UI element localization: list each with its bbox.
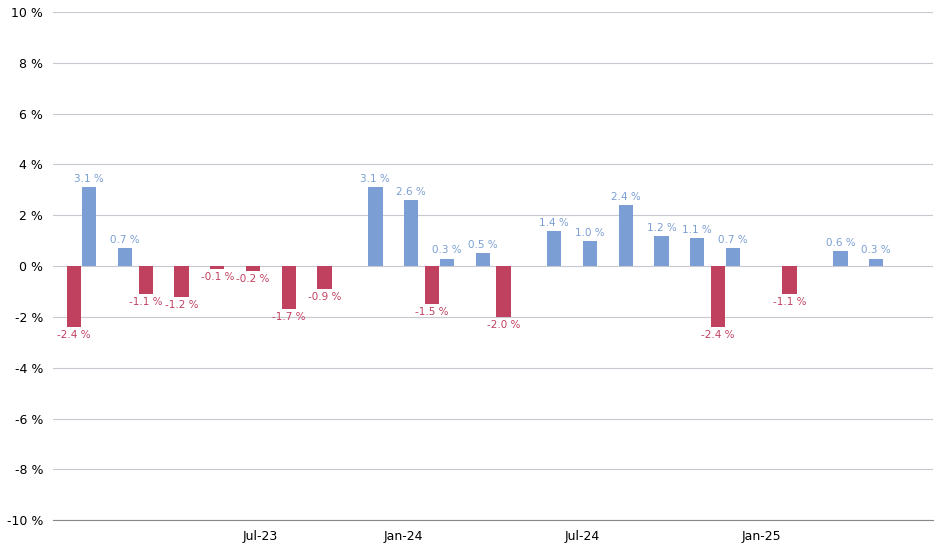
Bar [210, 266, 225, 269]
Text: -1.1 %: -1.1 % [773, 297, 807, 307]
Bar [246, 266, 260, 271]
Bar [318, 266, 332, 289]
Text: 0.6 %: 0.6 % [825, 238, 855, 248]
Bar [690, 238, 704, 266]
Text: -2.4 %: -2.4 % [701, 330, 735, 340]
Bar [547, 230, 561, 266]
Text: -0.2 %: -0.2 % [236, 274, 270, 284]
Bar [67, 266, 81, 327]
Text: 0.7 %: 0.7 % [110, 235, 140, 245]
Text: 1.0 %: 1.0 % [575, 228, 604, 238]
Text: 0.3 %: 0.3 % [432, 245, 462, 255]
Text: -1.5 %: -1.5 % [415, 307, 448, 317]
Bar [118, 249, 133, 266]
Text: -0.1 %: -0.1 % [200, 272, 234, 282]
Bar [476, 254, 490, 266]
Text: -2.4 %: -2.4 % [57, 330, 91, 340]
Bar [174, 266, 189, 296]
Text: 0.3 %: 0.3 % [861, 245, 891, 255]
Bar [711, 266, 726, 327]
Bar [138, 266, 153, 294]
Text: -1.7 %: -1.7 % [272, 312, 306, 322]
Text: 1.2 %: 1.2 % [647, 223, 677, 233]
Text: -1.2 %: -1.2 % [164, 300, 198, 310]
Text: 3.1 %: 3.1 % [74, 174, 104, 184]
Bar [282, 266, 296, 309]
Text: -0.9 %: -0.9 % [308, 292, 341, 302]
Text: 1.4 %: 1.4 % [540, 217, 569, 228]
Text: 1.1 %: 1.1 % [682, 225, 713, 235]
Text: -2.0 %: -2.0 % [487, 320, 520, 330]
Bar [833, 251, 848, 266]
Text: 2.6 %: 2.6 % [397, 187, 426, 197]
Text: 2.4 %: 2.4 % [611, 192, 641, 202]
Text: 0.7 %: 0.7 % [718, 235, 748, 245]
Text: -1.1 %: -1.1 % [129, 297, 163, 307]
Bar [404, 200, 418, 266]
Bar [425, 266, 439, 304]
Text: 0.5 %: 0.5 % [468, 240, 497, 250]
Bar [583, 241, 597, 266]
Bar [726, 249, 740, 266]
Bar [619, 205, 633, 266]
Bar [496, 266, 510, 317]
Bar [654, 235, 668, 266]
Bar [440, 258, 454, 266]
Bar [82, 188, 96, 266]
Text: 3.1 %: 3.1 % [360, 174, 390, 184]
Bar [368, 188, 383, 266]
Bar [782, 266, 797, 294]
Bar [869, 258, 884, 266]
